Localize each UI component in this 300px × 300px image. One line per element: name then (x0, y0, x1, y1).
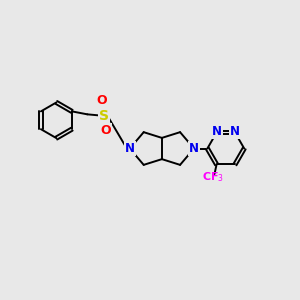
Text: CF$_3$: CF$_3$ (202, 170, 224, 184)
Text: N: N (212, 125, 222, 139)
Text: S: S (99, 109, 109, 123)
Text: N: N (125, 142, 135, 155)
Text: N: N (189, 142, 199, 155)
Text: O: O (101, 124, 111, 137)
Text: O: O (96, 94, 106, 107)
Text: N: N (230, 125, 240, 139)
